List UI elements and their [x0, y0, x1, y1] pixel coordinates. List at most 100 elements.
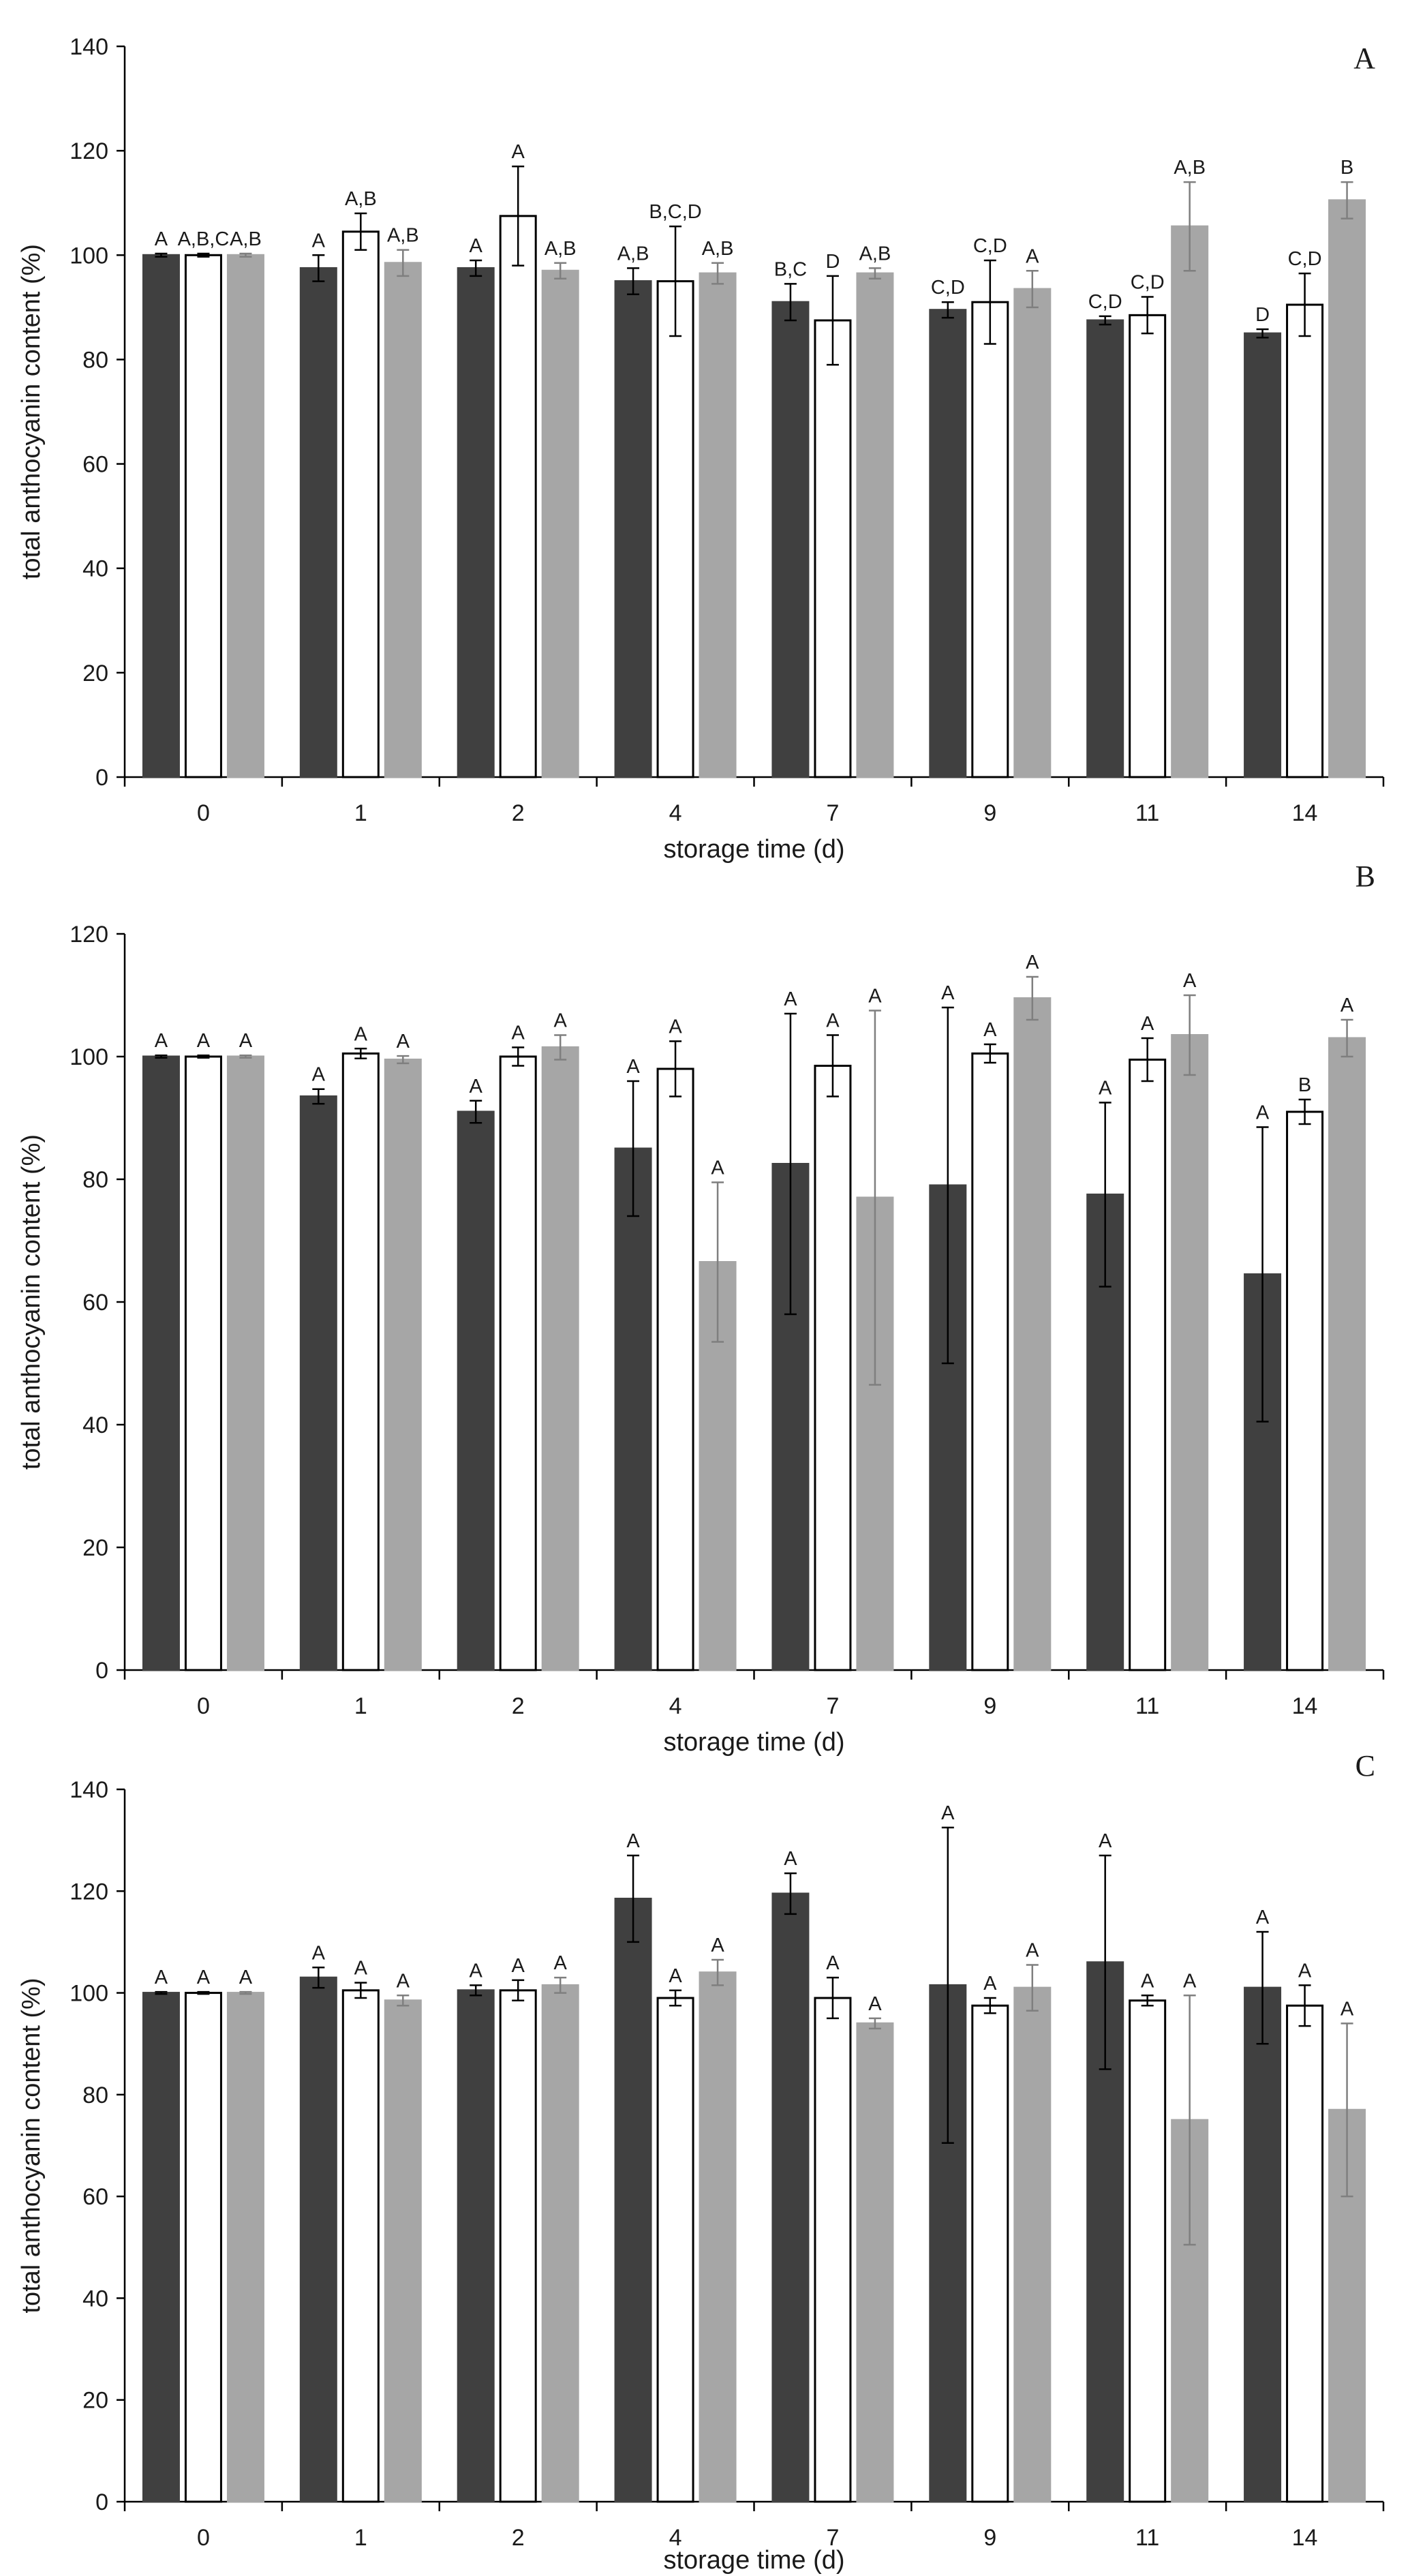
significance-label: A: [626, 1056, 640, 1078]
bar-series-1: [457, 1110, 495, 1671]
x-tick-label: 9: [983, 800, 996, 826]
significance-label: A: [669, 1965, 682, 1987]
x-tick-label: 1: [354, 2525, 367, 2551]
bar-series-2: [814, 1065, 852, 1671]
bar-series-2: [1286, 2004, 1324, 2503]
significance-label: A: [711, 1935, 724, 1956]
x-axis-title: storage time (d): [663, 2546, 844, 2575]
bar-series-2: [971, 2004, 1009, 2503]
significance-label: A,B: [617, 243, 649, 264]
bar-series-2: [656, 1067, 694, 1671]
bar-series-1: [299, 1976, 337, 2503]
x-tick-label: 4: [669, 2525, 682, 2551]
significance-label: A: [1340, 1998, 1354, 2020]
bar-series-1: [142, 254, 180, 778]
x-axis-title: storage time (d): [663, 835, 844, 864]
significance-label: A: [1256, 1102, 1270, 1124]
x-tick-label: 7: [826, 1693, 839, 1719]
significance-label: A: [354, 1023, 368, 1045]
significance-label: A: [1183, 1970, 1197, 1992]
bar-series-3: [856, 272, 894, 778]
bar-series-3: [541, 1046, 579, 1671]
y-tick-label: 0: [95, 765, 108, 791]
bar-series-3: [384, 1999, 422, 2503]
x-tick-label: 11: [1135, 1693, 1159, 1719]
y-tick-label: 20: [82, 2388, 108, 2414]
significance-label: A: [1026, 245, 1039, 267]
significance-label: A: [239, 1030, 253, 1052]
significance-label: A: [1099, 1078, 1112, 1100]
significance-label: A: [868, 986, 882, 1007]
significance-label: A: [512, 1955, 525, 1977]
bar-series-2: [971, 1052, 1009, 1671]
bar-series-2: [656, 1997, 694, 2503]
panel-letter: B: [1355, 860, 1375, 893]
bar-series-1: [299, 1095, 337, 1671]
y-tick-label: 60: [82, 452, 108, 478]
significance-label: A,B: [230, 228, 262, 250]
bar-series-2: [1129, 1999, 1167, 2503]
significance-label: A: [826, 1952, 840, 1974]
significance-label: A: [1256, 1907, 1270, 1928]
bar-series-3: [856, 2022, 894, 2503]
y-tick-label: 20: [82, 1535, 108, 1561]
significance-label: A: [1298, 1960, 1312, 1982]
y-tick-label: 100: [70, 243, 108, 269]
bar-series-3: [1171, 1034, 1209, 1671]
chart-panel-b: B 0 20 40 60 80 100 120 0 1 2 4 7 9 11 14 storage time (…: [17, 860, 1385, 1757]
significance-label: A: [669, 1016, 682, 1038]
x-tick-label: 7: [826, 2525, 839, 2551]
bar-series-3: [226, 1055, 264, 1671]
y-tick-label: 40: [82, 1412, 108, 1438]
y-tick-label: 60: [82, 2184, 108, 2210]
bar-series-2: [1129, 314, 1167, 778]
significance-label: C,D: [1131, 272, 1165, 294]
x-tick-label: 2: [512, 800, 525, 826]
bar-series-1: [1244, 1986, 1282, 2503]
panel-letter: C: [1355, 1749, 1375, 1783]
x-tick-label: 2: [512, 2525, 525, 2551]
y-tick-label: 120: [70, 922, 108, 948]
significance-label: B: [1340, 157, 1353, 179]
y-tick-label: 80: [82, 1167, 108, 1193]
significance-label: A: [512, 1022, 525, 1044]
significance-label: D: [1255, 304, 1270, 326]
significance-label: A: [312, 230, 326, 252]
significance-label: A,B: [545, 238, 577, 260]
bar-series-2: [184, 1055, 222, 1671]
significance-label: A: [155, 1030, 168, 1052]
bar-series-2: [499, 1055, 537, 1671]
bar-series-1: [929, 309, 967, 778]
significance-label: A,B,C: [178, 228, 230, 250]
bar-series-2: [341, 1989, 380, 2503]
bar-series-3: [1328, 1037, 1366, 1671]
significance-label: A: [155, 1967, 168, 1988]
bar-series-3: [1328, 199, 1366, 778]
y-tick-label: 20: [82, 661, 108, 686]
bar-series-2: [1286, 1110, 1324, 1671]
y-tick-label: 60: [82, 1290, 108, 1316]
significance-label: A,B: [1174, 157, 1206, 179]
bar-series-3: [699, 1971, 737, 2503]
significance-label: A: [1099, 1830, 1112, 1852]
bar-series-3: [384, 1059, 422, 1671]
bar-series-1: [457, 267, 495, 778]
significance-label: D: [825, 251, 840, 273]
bar-series-3: [699, 272, 737, 778]
significance-label: A: [784, 1848, 797, 1870]
bar-series-2: [656, 280, 694, 778]
bar-series-1: [142, 1055, 180, 1671]
significance-label: A: [868, 1993, 882, 2015]
bar-series-3: [1013, 1986, 1052, 2503]
significance-label: A: [354, 1958, 368, 1980]
significance-label: A: [1141, 1970, 1154, 1992]
significance-label: A: [554, 1010, 568, 1032]
y-tick-label: 100: [70, 1044, 108, 1070]
significance-label: A: [1141, 1013, 1154, 1035]
bar-series-1: [1086, 319, 1124, 778]
significance-label: A: [983, 1019, 997, 1041]
x-tick-label: 4: [669, 800, 682, 826]
significance-label: A: [397, 1031, 410, 1052]
x-tick-label: 0: [197, 1693, 210, 1719]
